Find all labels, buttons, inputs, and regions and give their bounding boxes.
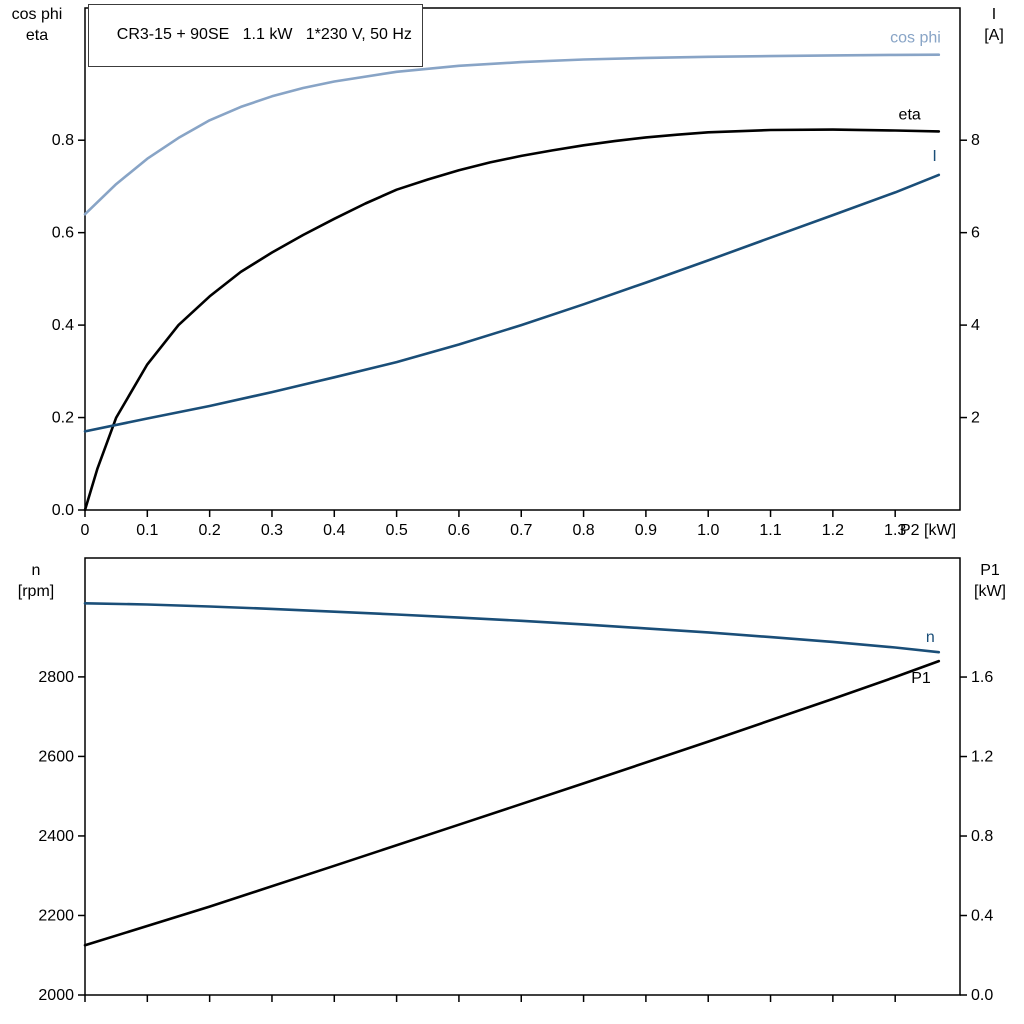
y-left-tick-label: 2600 — [38, 748, 74, 765]
y-right-tick-label: 1.2 — [971, 749, 993, 766]
y-right-tick-label: 0.0 — [971, 987, 993, 1004]
y-left-tick-label: 2400 — [38, 828, 74, 845]
chart-title-box: CR3-15 + 90SE 1.1 kW 1*230 V, 50 Hz — [88, 4, 423, 67]
x-tick-label: 1.1 — [759, 522, 781, 539]
x-tick-label: 0.3 — [261, 522, 283, 539]
curve-cos-phi — [83, 53, 941, 216]
y-left-tick-label: 0.2 — [52, 410, 74, 427]
y-left-tick-label: 0.4 — [52, 317, 74, 334]
y-left-tick-label: 2200 — [38, 907, 74, 924]
plot-frame — [84, 557, 961, 996]
top-right-axis-title: I [A] — [970, 5, 1018, 47]
y-right-tick-label: 2 — [971, 410, 980, 427]
x-tick-label: 0.4 — [323, 522, 345, 539]
axis-label-speed: n — [31, 562, 41, 579]
x-tick-label: 1.2 — [822, 522, 844, 539]
x-tick-label: 0.9 — [635, 522, 657, 539]
chart-top: 0 0.1 0.2 0.3 0.4 0.5 0.6 0.7 0.8 0.9 1.0 1.1 1.2 1.3… — [52, 7, 980, 539]
bottom-right-axis-title: P1 [kW] — [962, 561, 1018, 603]
curve-n — [83, 601, 941, 654]
curve-label-cos-phi: cos phi — [890, 30, 941, 47]
y-right-tick-label: 8 — [971, 132, 980, 149]
y-right-tick-label: 4 — [971, 317, 980, 334]
x-tick-label: 0.8 — [572, 522, 594, 539]
y-right-tick-label: 1.6 — [971, 669, 993, 686]
axis-label-p1-unit: [kW] — [974, 582, 1006, 600]
top-left-axis-title: cos phi eta — [4, 5, 70, 47]
curve-label-n: n — [926, 629, 935, 646]
chart-title: CR3-15 + 90SE 1.1 kW 1*230 V, 50 Hz — [116, 26, 412, 43]
axis-label-eta: eta — [25, 26, 49, 44]
y-right-tick-label: 0.8 — [971, 828, 993, 845]
y-left-tick-label: 0.0 — [52, 502, 74, 519]
curve-i — [83, 173, 941, 433]
bottom-left-axis-title: n [rpm] — [6, 561, 66, 603]
curve-p1 — [83, 659, 941, 947]
chart-bottom: 2000 2200 2400 2600 2800 0.0 0.4 0.8 1.2 1.6 n P1 — [38, 557, 993, 1004]
y-left-tick-label: 2800 — [38, 669, 74, 686]
x-tick-label: 0.2 — [199, 522, 221, 539]
plot-frame — [84, 7, 961, 511]
x-tick-label: 0.7 — [510, 522, 532, 539]
curve-label-i: I — [932, 148, 936, 165]
x-tick-label: 0.1 — [136, 522, 158, 539]
y-left-tick-label: 0.6 — [52, 225, 74, 242]
curve-label-eta: eta — [899, 106, 921, 123]
x-tick-label: 0.5 — [385, 522, 407, 539]
axis-label-current: I — [991, 6, 997, 23]
curve-eta — [83, 128, 941, 512]
y-left-tick-label: 2000 — [38, 987, 74, 1004]
curve-label-p1: P1 — [911, 670, 931, 687]
x-axis-label: P2 [kW] — [900, 522, 956, 539]
y-right-tick-label: 0.4 — [971, 908, 993, 925]
axis-label-current-unit: [A] — [984, 26, 1004, 44]
axis-label-p1: P1 — [980, 562, 1000, 579]
x-tick-label: 0.6 — [448, 522, 470, 539]
x-tick-label: 1.3 — [884, 522, 906, 539]
axis-label-speed-unit: [rpm] — [17, 582, 55, 600]
axis-label-cos-phi: cos phi — [11, 6, 63, 23]
x-tick-label: 0 — [81, 522, 90, 539]
x-tick-label: 1.0 — [697, 522, 719, 539]
y-right-tick-label: 6 — [971, 225, 980, 242]
y-left-tick-label: 0.8 — [52, 132, 74, 149]
